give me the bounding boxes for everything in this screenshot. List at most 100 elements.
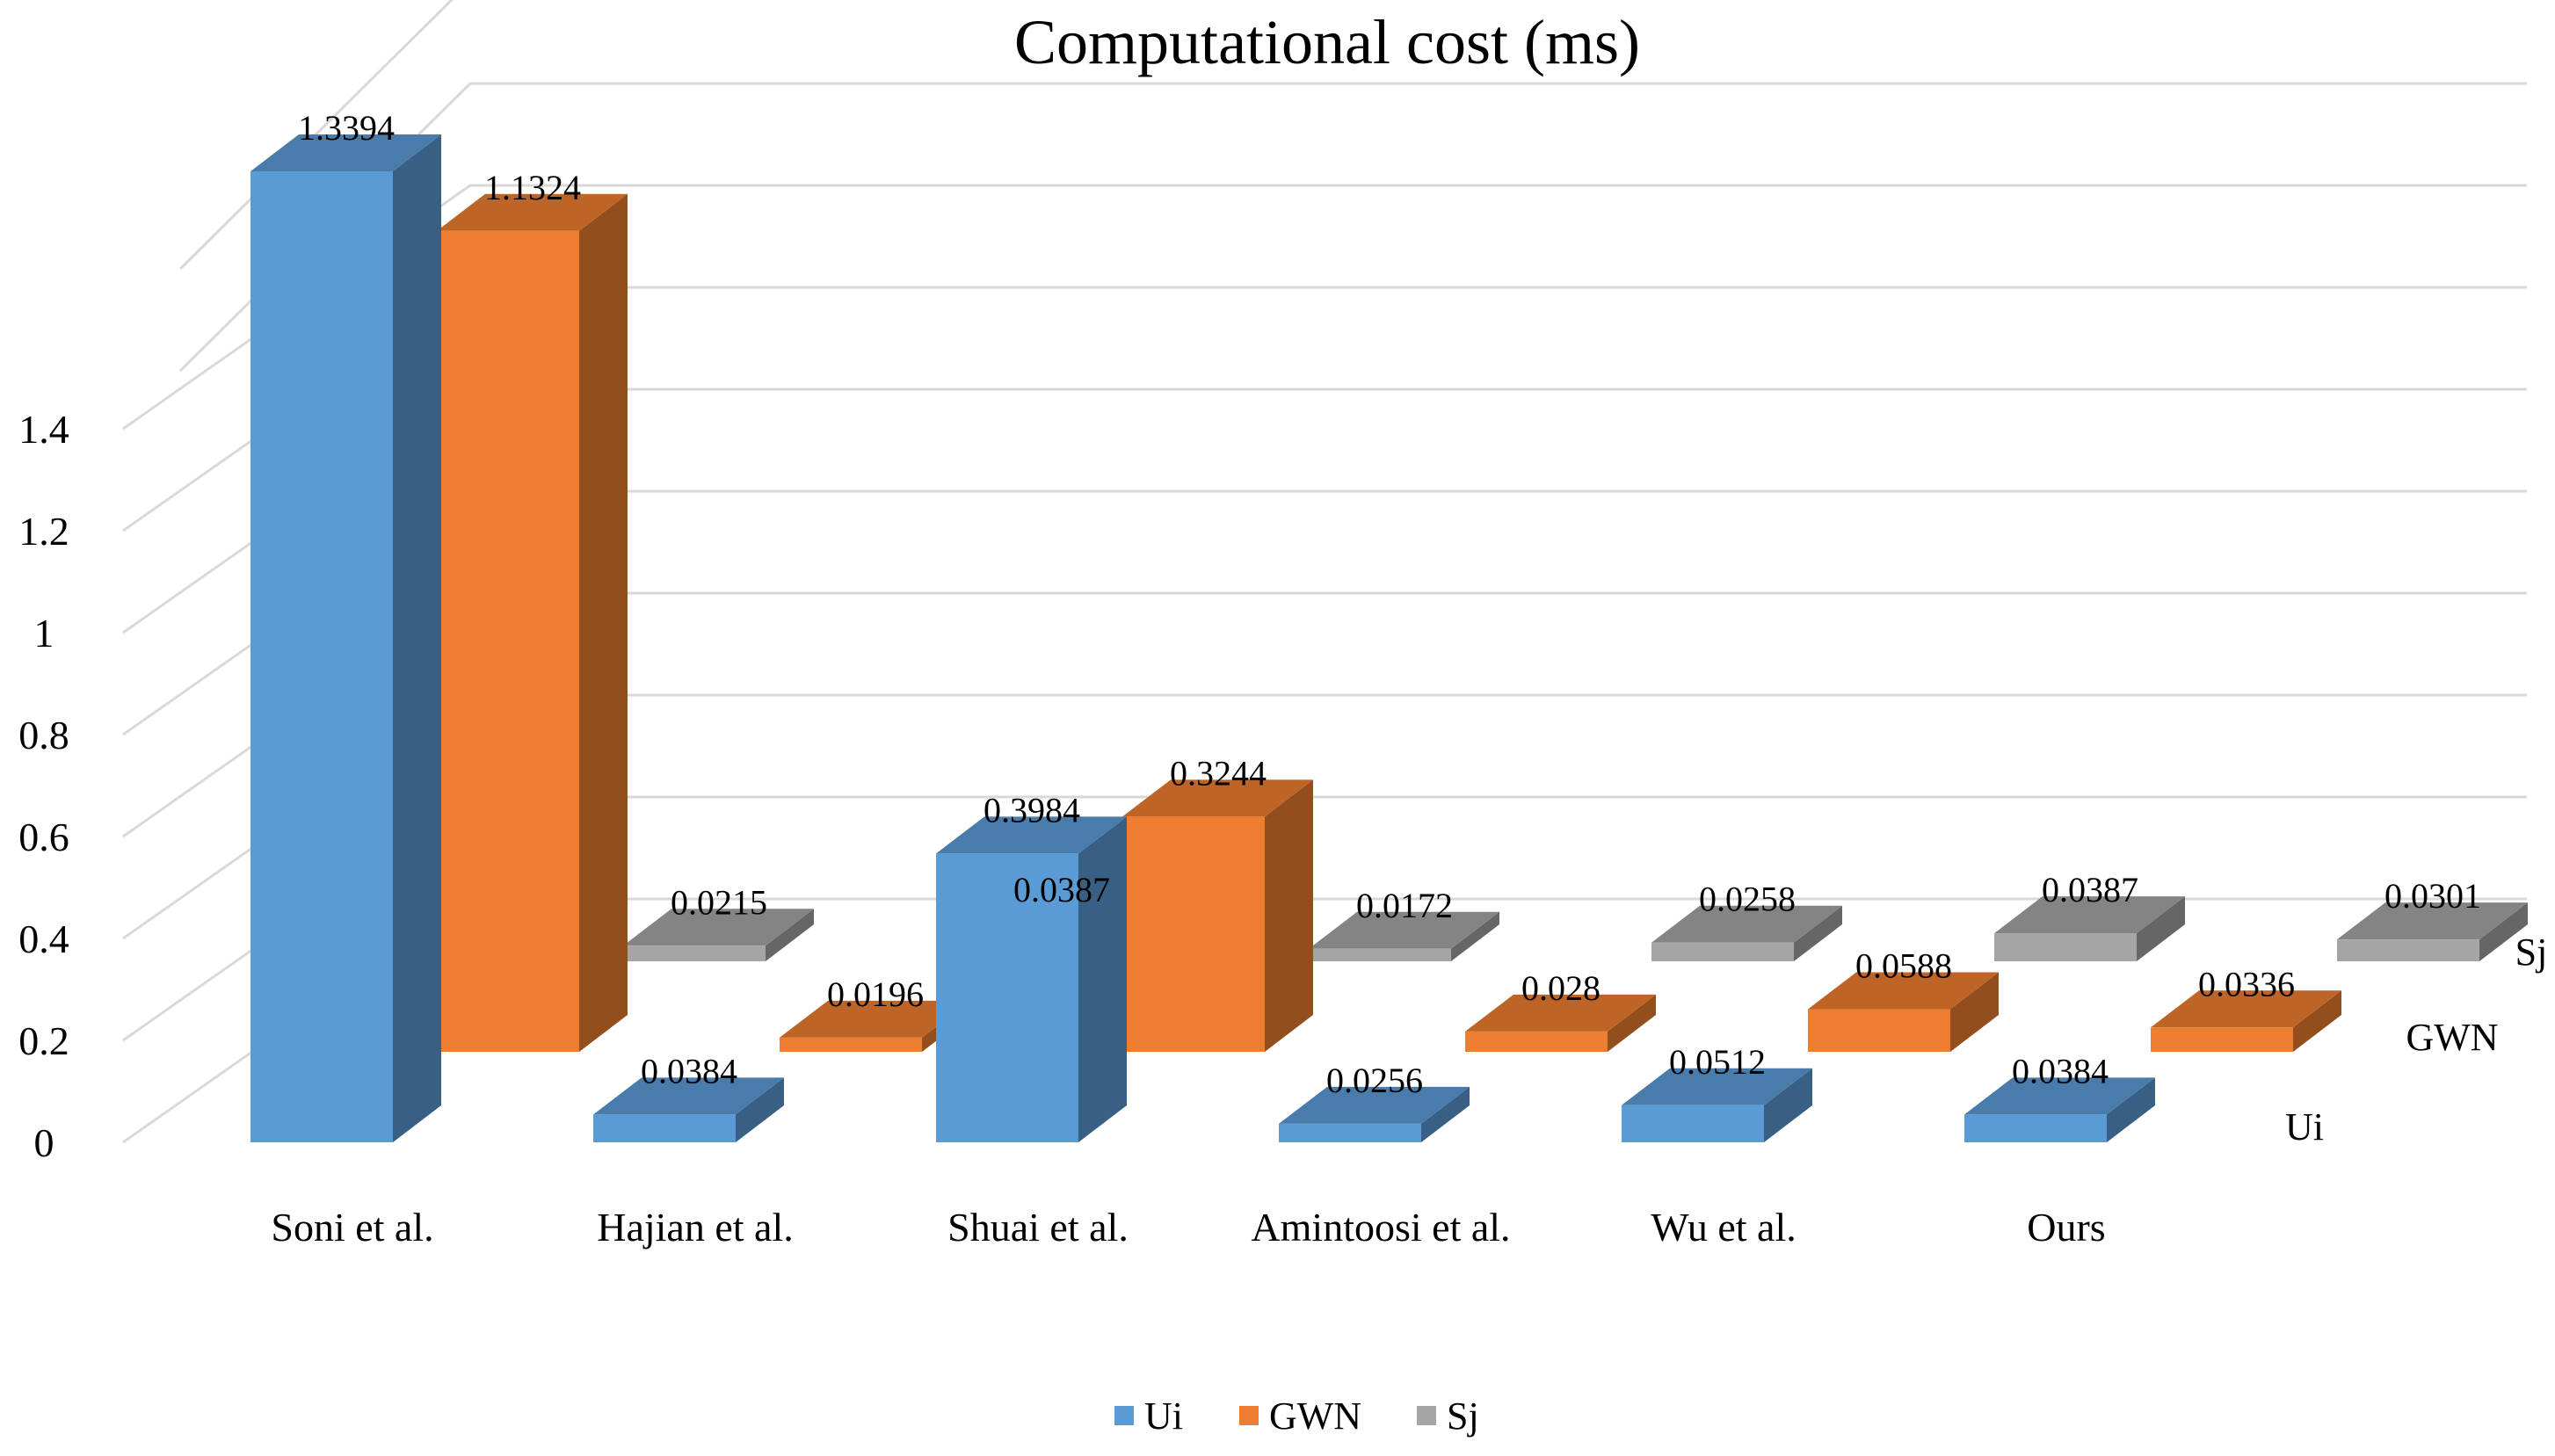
bar-side [2479, 902, 2528, 961]
bar-side [393, 134, 441, 1142]
bar-front [936, 853, 1078, 1142]
bar-front [250, 170, 393, 1142]
bar-front [2151, 1027, 2293, 1052]
data-label: 0.3984 [984, 790, 1080, 829]
bar-top [593, 1077, 784, 1115]
category-label: Hajian et al. [597, 1205, 794, 1250]
bar-top [1994, 896, 2185, 934]
bar-front [780, 1037, 922, 1052]
series-depth-label: Ui [2285, 1105, 2324, 1148]
data-label: 1.1324 [484, 168, 581, 207]
bar-ui-1 [593, 1077, 784, 1142]
bar-sj-4 [1994, 896, 2185, 961]
data-labels: 0.0215 0.0387 0.0172 0.0258 0.0387 0.0301 1.13… [298, 108, 2481, 1100]
bar-top [780, 1000, 970, 1038]
y-tick-label: 0.2 [18, 1018, 69, 1063]
bar-top [437, 193, 628, 231]
data-label: 0.0387 [2042, 870, 2138, 909]
data-label: 1.3394 [298, 108, 395, 148]
bar-top [1808, 972, 1999, 1010]
data-label: 0.028 [1521, 968, 1601, 1008]
bar-top [1465, 994, 1656, 1032]
legend-item: GWN [1239, 1394, 1361, 1438]
legend: Ui GWN Sj [1114, 1394, 1479, 1438]
bar-side [1950, 972, 1999, 1052]
bar-side [1078, 816, 1127, 1142]
bar-front [593, 1114, 736, 1142]
bar-front [623, 945, 766, 961]
category-label: Amintoosi et al. [1251, 1205, 1510, 1250]
legend-item: Ui [1114, 1394, 1183, 1438]
bar-top [2337, 902, 2528, 940]
bar-sj-3 [1651, 905, 1842, 961]
bar-top [1964, 1077, 2155, 1115]
y-tick-label: 0.4 [18, 916, 69, 961]
data-label: 0.0384 [641, 1051, 737, 1090]
bar-top [1122, 779, 1313, 817]
y-tick-label: 0.8 [18, 713, 69, 757]
bar-side [2137, 896, 2185, 961]
category-label: Shuai et al. [947, 1205, 1129, 1250]
series-depth-labels: Ui GWN Sj [2285, 931, 2547, 1148]
y-tick-label: 1 [34, 611, 54, 656]
data-label: 0.0258 [1699, 880, 1796, 919]
bar-top [623, 909, 814, 946]
bar-front [1465, 1031, 1608, 1052]
data-label: 0.0588 [1855, 945, 1952, 985]
bar-side [766, 909, 814, 961]
data-label: 0.0215 [671, 882, 767, 922]
data-label: 0.0512 [1669, 1042, 1766, 1082]
legend-swatch [1114, 1406, 1134, 1425]
data-label: 0.0196 [827, 974, 924, 1014]
y-tick-label: 1.4 [18, 407, 69, 452]
legend-label: Ui [1144, 1394, 1183, 1438]
bar-side [2107, 1077, 2155, 1142]
y-tick-label: 0.6 [18, 815, 69, 859]
bar-front [1651, 942, 1794, 961]
data-label: 0.0172 [1356, 886, 1453, 925]
bar-top [1622, 1068, 1812, 1105]
data-label: 0.0336 [2198, 964, 2295, 1003]
bar-ui-2 [936, 816, 1127, 1142]
bar-top [250, 134, 441, 171]
bar-gwn-3 [1465, 994, 1656, 1052]
legend-item: Sj [1417, 1394, 1479, 1438]
data-label: 0.0256 [1326, 1061, 1423, 1100]
bar-side [1608, 994, 1656, 1052]
y-axis-ticks: 0 0.2 0.4 0.6 0.8 1 1.2 1.4 [18, 407, 69, 1165]
y-tick-label: 0 [34, 1120, 54, 1165]
bar-gwn-2 [1122, 779, 1313, 1052]
bar-front [1279, 1123, 1421, 1142]
bar-ui-4 [1622, 1068, 1812, 1142]
bar-side [579, 193, 628, 1052]
bar-side [1265, 779, 1313, 1052]
bar-ui-3 [1279, 1086, 1470, 1142]
series-depth-label: GWN [2406, 1016, 2498, 1059]
bar-sj-0 [623, 909, 814, 961]
bar-sj-5 [2337, 902, 2528, 961]
legend-label: GWN [1269, 1394, 1361, 1438]
bar-side [1794, 905, 1842, 961]
bar-top [936, 816, 1127, 854]
series-depth-label: Sj [2515, 931, 2548, 974]
legend-swatch [1239, 1406, 1259, 1425]
chart-title: Computational cost (ms) [1014, 7, 1640, 77]
bar-gwn-5 [2151, 990, 2341, 1052]
bar-side [2293, 990, 2341, 1052]
bar-side [1451, 911, 1499, 961]
bar-front [1309, 948, 1451, 961]
bar-gwn-4 [1808, 972, 1999, 1052]
category-labels: Soni et al. Hajian et al. Shuai et al. Amin… [271, 1205, 2105, 1250]
data-label: 0.3244 [1170, 753, 1267, 793]
bar-front [1622, 1105, 1764, 1142]
bar-side [1764, 1068, 1812, 1142]
bar-front [437, 230, 579, 1052]
bar-ui-5 [1964, 1077, 2155, 1142]
category-label: Ours [2027, 1205, 2105, 1250]
category-label: Wu et al. [1651, 1205, 1796, 1250]
bars [250, 134, 2528, 1142]
legend-swatch [1417, 1406, 1436, 1425]
category-label: Soni et al. [271, 1205, 433, 1250]
